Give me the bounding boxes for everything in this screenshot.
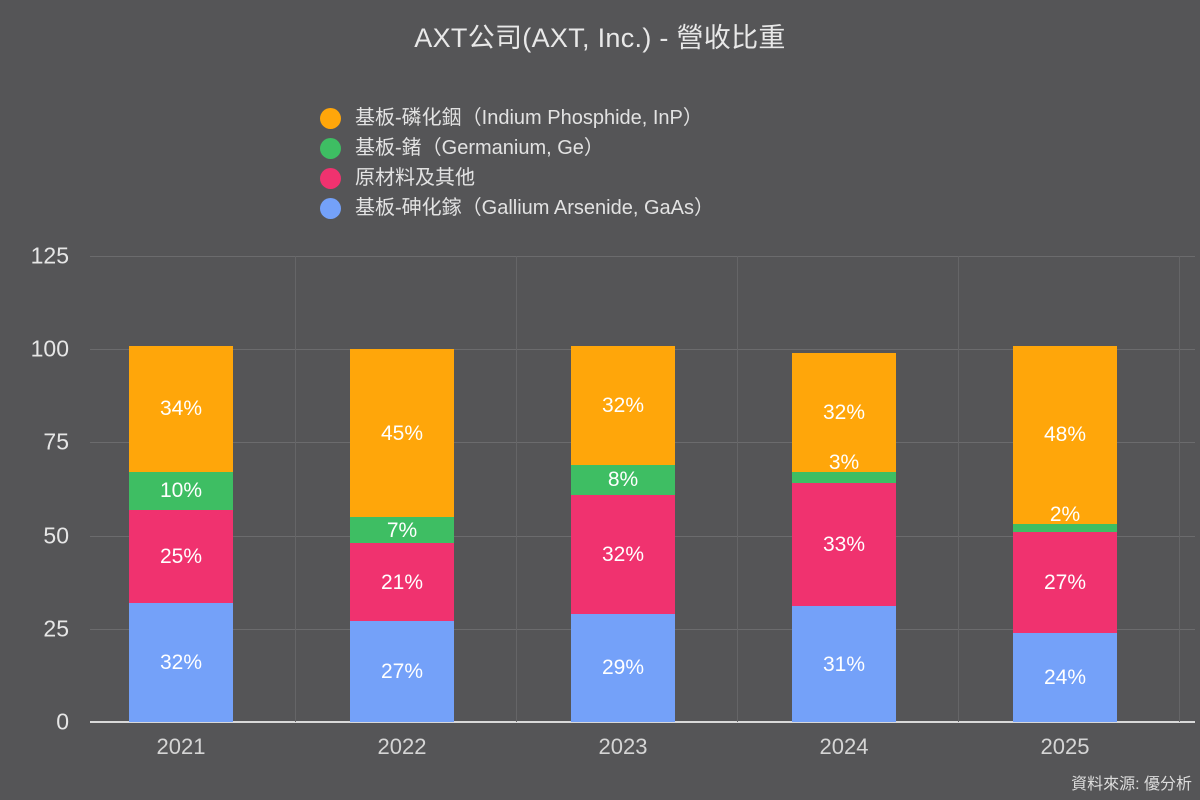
legend-item-label: 基板-砷化鎵（Gallium Arsenide, GaAs） (355, 197, 714, 219)
legend-swatch-icon (320, 197, 341, 219)
bar-segment-value-label: 24% (1043, 665, 1087, 689)
bar-segment-value-label: 33% (822, 533, 866, 557)
bar-group[interactable]: 34% 10% 25% 32% (129, 345, 233, 722)
bar-segment-value-label: 27% (1043, 570, 1087, 594)
bar-segment-value-label: 32% (601, 542, 645, 566)
legend-item[interactable]: 基板-磷化銦（Indium Phosphide, InP） (320, 103, 714, 133)
bar-segment-value-label: 45% (380, 421, 424, 445)
bar-segment-value-label: 32% (601, 393, 645, 417)
y-axis-tick-label: 125 (30, 242, 69, 269)
x-axis-tick-label: 2025 (1040, 734, 1090, 759)
bar-segment-value-label: 25% (159, 544, 203, 568)
x-axis-line (90, 721, 1195, 723)
y-axis-tick-label: 50 (43, 522, 69, 549)
legend-item-label: 原材料及其他 (355, 167, 475, 189)
gridline-vertical (516, 256, 517, 722)
bar-segment[interactable]: 27% (1013, 531, 1117, 633)
bar-segment[interactable]: 32% (571, 494, 675, 614)
x-axis-tick-label: 2021 (156, 734, 206, 759)
bar-segment-value-label: 34% (159, 397, 203, 421)
gridline-vertical (295, 256, 296, 722)
gridline-vertical (1179, 256, 1180, 722)
bar-segment[interactable]: 2% (1013, 504, 1117, 532)
legend-item[interactable]: 原材料及其他 (320, 163, 714, 193)
y-axis-tick-label: 75 (43, 428, 69, 455)
bar-segment-value-label: 32% (159, 650, 203, 674)
legend-swatch-icon (320, 137, 341, 159)
chart-legend: 基板-磷化銦（Indium Phosphide, InP） 基板-鍺（German… (320, 103, 714, 223)
bar-segment-value-label: 29% (601, 656, 645, 680)
bar-segment[interactable]: 25% (129, 509, 233, 603)
bar-segment[interactable]: 32% (792, 352, 896, 473)
bar-segment-value-label: 10% (159, 479, 203, 503)
bar-segment[interactable]: 33% (792, 483, 896, 607)
bar-group[interactable]: 32% 8% 32% 29% (571, 345, 675, 722)
bar-segment-value-label: 8% (607, 468, 639, 492)
bar-segment[interactable]: 45% (350, 349, 454, 517)
bar-group[interactable]: 48% 2% 27% 24% (1013, 345, 1117, 722)
bar-segment[interactable]: 7% (350, 516, 454, 544)
bar-segment-value-label: 3% (828, 451, 860, 475)
bar-segment[interactable]: 27% (350, 621, 454, 722)
y-axis-tick-label: 25 (43, 615, 69, 642)
y-axis-tick-label: 0 (56, 708, 69, 735)
bar-segment[interactable]: 34% (129, 345, 233, 473)
legend-item[interactable]: 基板-砷化鎵（Gallium Arsenide, GaAs） (320, 193, 714, 223)
plot-area: 0 25 50 75 100 125 34% 10% 25% 32% 2021 45% 7% 21% 27%… (31, 243, 1195, 759)
bar-segment[interactable]: 29% (571, 613, 675, 722)
bar-segment[interactable]: 21% (350, 543, 454, 622)
x-axis-tick-label: 2024 (819, 734, 869, 759)
bar-segment-value-label: 48% (1043, 423, 1087, 447)
legend-item-label: 基板-鍺（Germanium, Ge） (355, 137, 604, 159)
x-axis-tick-label: 2023 (598, 734, 648, 759)
source-note: 資料來源: 優分析 (1071, 776, 1192, 793)
bar-segment[interactable]: 10% (129, 472, 233, 510)
bar-segment[interactable]: 8% (571, 464, 675, 495)
legend-item-label: 基板-磷化銦（Indium Phosphide, InP） (355, 107, 703, 129)
bar-segment-value-label: 2% (1049, 503, 1081, 527)
bar-group[interactable]: 32% 3% 33% 31% (792, 352, 896, 722)
bar-group[interactable]: 45% 7% 21% 27% (350, 349, 454, 722)
bar-segment-value-label: 27% (380, 660, 424, 684)
gridline-vertical (958, 256, 959, 722)
gridline-horizontal (90, 256, 1195, 257)
legend-swatch-icon (320, 167, 341, 189)
bar-segment[interactable]: 3% (792, 452, 896, 484)
bar-segment-value-label: 31% (822, 652, 866, 676)
gridline-vertical (737, 256, 738, 722)
bar-segment-value-label: 7% (386, 518, 418, 542)
x-axis-tick-label: 2022 (377, 734, 427, 759)
bar-segment[interactable]: 32% (129, 602, 233, 722)
bar-segment[interactable]: 32% (571, 345, 675, 465)
bar-segment[interactable]: 24% (1013, 632, 1117, 722)
bar-segment-value-label: 32% (822, 401, 866, 425)
bar-segment-value-label: 21% (380, 570, 424, 594)
bar-segment[interactable]: 31% (792, 606, 896, 722)
y-axis-tick-label: 100 (30, 335, 69, 362)
bar-segment[interactable]: 48% (1013, 345, 1117, 525)
legend-swatch-icon (320, 107, 341, 129)
legend-item[interactable]: 基板-鍺（Germanium, Ge） (320, 133, 714, 163)
chart-title: AXT公司(AXT, Inc.) - 營收比重 (414, 23, 786, 53)
